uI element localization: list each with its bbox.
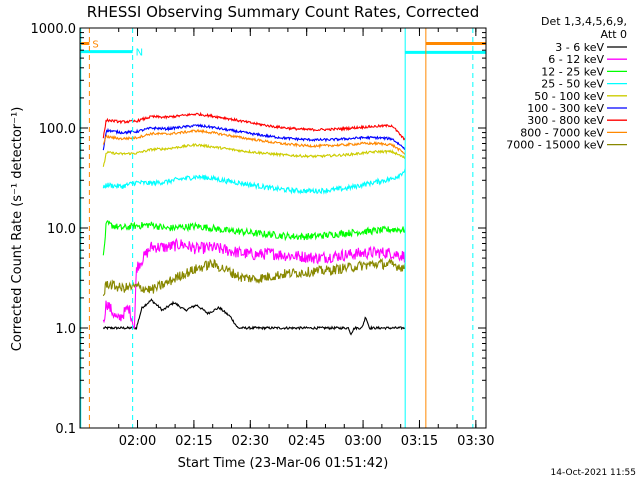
legend-header-line-1: Det 1,3,4,5,6,9, (541, 15, 627, 28)
x-axis-label: Start Time (23-Mar-06 01:51:42) (178, 456, 389, 471)
series-line-1 (102, 237, 406, 329)
series-line-8 (102, 257, 406, 297)
flags-layer: SN (80, 39, 486, 59)
legend-label-7: 800 - 7000 keV (520, 126, 604, 139)
y-axis-label: Corrected Count Rate (s⁻¹ detector⁻¹) (10, 107, 25, 352)
legend-label-6: 300 - 800 keV (527, 114, 604, 127)
y-axis-ticks: 1000.0 100.0 10.0 1.0 0.1 (31, 22, 486, 437)
series-line-3 (102, 168, 406, 195)
series-line-7 (102, 128, 406, 155)
y-tick-label-3: 1.0 (55, 322, 76, 337)
series-line-5 (102, 123, 406, 151)
legend-label-3: 25 - 50 keV (541, 78, 604, 91)
x-tick-label-6: 03:30 (457, 434, 494, 449)
legend-label-2: 12 - 25 keV (541, 65, 604, 78)
flag-label-0: S (92, 39, 98, 50)
legend-label-0: 3 - 6 keV (555, 41, 604, 54)
x-tick-label-2: 02:30 (232, 434, 269, 449)
legend-label-1: 6 - 12 keV (548, 53, 604, 66)
y-tick-label-4: 0.1 (55, 422, 76, 437)
x-tick-label-3: 02:45 (288, 434, 325, 449)
series-line-6 (102, 111, 406, 141)
legend-label-8: 7000 - 15000 keV (506, 139, 604, 152)
flag-label-1: N (136, 48, 143, 59)
x-tick-label-4: 03:00 (344, 434, 381, 449)
chart-title: RHESSI Observing Summary Count Rates, Co… (87, 3, 480, 21)
y-tick-label-2: 10.0 (47, 222, 76, 237)
series-line-2 (102, 220, 406, 256)
legend-label-4: 50 - 100 keV (534, 90, 604, 103)
x-axis-ticks: 02:00 02:15 02:30 02:45 03:00 03:15 03:30 (118, 28, 495, 449)
x-tick-label-0: 02:00 (119, 434, 156, 449)
date-stamp: 14-Oct-2021 11:55 (551, 468, 636, 478)
y-tick-label-1: 100.0 (39, 122, 76, 137)
legend-header-line-2: Att 0 (601, 28, 627, 41)
x-tick-label-5: 03:15 (401, 434, 438, 449)
x-tick-label-1: 02:15 (175, 434, 212, 449)
series-line-0 (102, 298, 406, 336)
series-line-4 (102, 142, 406, 167)
markers-layer (80, 28, 474, 428)
series-layer (102, 111, 406, 336)
y-tick-label-0: 1000.0 (31, 22, 77, 37)
legend-label-5: 100 - 300 keV (527, 102, 604, 115)
